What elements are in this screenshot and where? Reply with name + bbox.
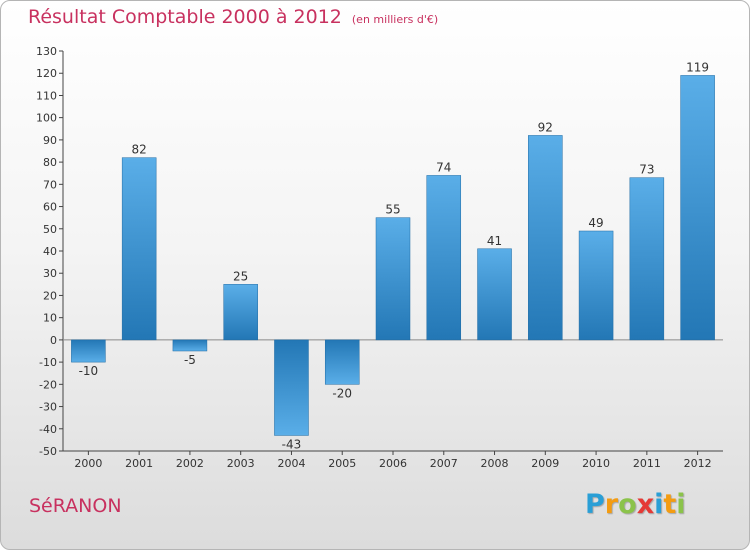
bar-value-label: 92 xyxy=(538,120,553,134)
bar-2008[interactable] xyxy=(477,248,512,341)
x-tick-label: 2010 xyxy=(582,457,610,470)
x-tick-label: 2001 xyxy=(125,457,153,470)
bar-value-label: 41 xyxy=(487,234,502,248)
chart-title-text: Résultat Comptable 2000 à 2012 xyxy=(28,6,342,28)
y-tick-label: 100 xyxy=(36,112,57,125)
chart-value-labels: -10 82 -5 25 -43 -20 55 74 41 92 49 73 119 xyxy=(79,60,709,451)
chart-subtitle: (en milliers d'€) xyxy=(351,13,439,26)
bar-2006[interactable] xyxy=(375,217,411,341)
logo-letter: i xyxy=(676,489,686,520)
x-tick-label: 2002 xyxy=(176,457,204,470)
logo-letter: r xyxy=(604,489,619,520)
y-tick-label: 70 xyxy=(43,178,57,191)
y-tick-label: 80 xyxy=(43,156,57,169)
logo-letter: P xyxy=(585,489,605,520)
logo-letter: i xyxy=(654,489,664,520)
x-tick-label: 2011 xyxy=(633,457,661,470)
bar-value-label: -10 xyxy=(79,364,99,378)
bar-2005[interactable] xyxy=(324,339,360,385)
bar-2002[interactable] xyxy=(172,339,208,352)
chart-axes: -50 -40 -30 -20 -10 0 10 20 30 40 50 60 70 80 90 100 110… xyxy=(36,45,723,470)
proxiti-logo[interactable]: Proxiti xyxy=(585,489,686,520)
y-tick-label: 90 xyxy=(43,134,57,147)
y-tick-label: 20 xyxy=(43,289,57,302)
logo-letter: t xyxy=(663,489,677,520)
logo-letter: x xyxy=(636,489,655,520)
y-tick-label: 40 xyxy=(43,245,57,258)
y-tick-label: -40 xyxy=(39,423,57,436)
y-tick-label: 60 xyxy=(43,201,57,214)
bar-2011[interactable] xyxy=(629,177,665,341)
x-tick-label: 2009 xyxy=(531,457,559,470)
x-tick-label: 2006 xyxy=(379,457,407,470)
bar-value-label: -5 xyxy=(184,353,196,367)
bar-2012[interactable] xyxy=(680,75,715,341)
bar-value-label: 119 xyxy=(686,60,709,74)
chart-title: Résultat Comptable 2000 à 2012 (en millie… xyxy=(28,6,438,28)
x-tick-label: 2000 xyxy=(74,457,102,470)
x-tick-label: 2007 xyxy=(430,457,458,470)
bar-2007[interactable] xyxy=(426,175,462,341)
bar-value-label: 74 xyxy=(436,160,451,174)
y-tick-label: 0 xyxy=(50,334,57,347)
x-tick-label: 2005 xyxy=(328,457,356,470)
y-tick-label: 30 xyxy=(43,267,57,280)
bar-2003[interactable] xyxy=(223,284,258,341)
y-tick-label: 10 xyxy=(43,312,57,325)
bar-value-label: 55 xyxy=(385,203,400,217)
bar-2009[interactable] xyxy=(528,135,563,341)
y-tick-label: 50 xyxy=(43,223,57,236)
commune-name: SéRANON xyxy=(29,495,122,517)
y-tick-label: -20 xyxy=(39,378,57,391)
y-tick-label: -10 xyxy=(39,356,57,369)
x-tick-label: 2008 xyxy=(481,457,509,470)
bar-2010[interactable] xyxy=(578,230,614,341)
y-tick-label: 110 xyxy=(36,89,57,102)
x-tick-label: 2012 xyxy=(684,457,712,470)
bar-value-label: 82 xyxy=(132,143,147,157)
y-tick-label: 130 xyxy=(36,45,57,58)
bar-value-label: -43 xyxy=(282,437,302,451)
bar-2001[interactable] xyxy=(121,157,157,341)
bar-2004[interactable] xyxy=(274,339,309,436)
x-tick-label: 2003 xyxy=(227,457,255,470)
y-tick-label: -50 xyxy=(39,445,57,458)
bar-value-label: -20 xyxy=(332,386,352,400)
bar-value-label: 73 xyxy=(639,163,654,177)
y-tick-label: 120 xyxy=(36,67,57,80)
bar-value-label: 49 xyxy=(588,216,603,230)
x-tick-label: 2004 xyxy=(277,457,305,470)
y-tick-label: -30 xyxy=(39,401,57,414)
bar-value-label: 25 xyxy=(233,269,248,283)
chart-bars xyxy=(71,75,715,436)
logo-letter: o xyxy=(618,489,637,520)
bar-2000[interactable] xyxy=(71,339,106,363)
